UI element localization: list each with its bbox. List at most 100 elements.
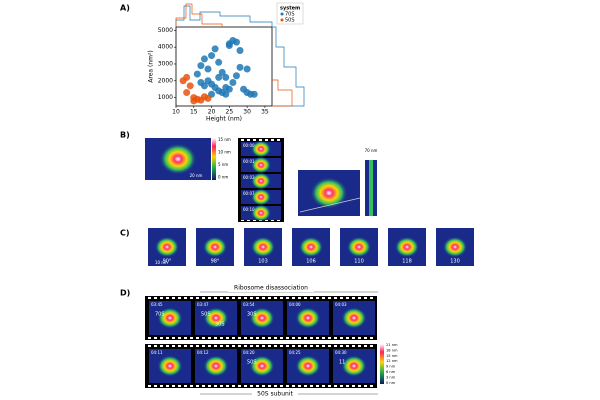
film-hole	[364, 297, 367, 299]
film-hole	[178, 385, 181, 387]
film-hole	[184, 385, 187, 387]
species-label: 50S	[201, 312, 211, 318]
film-hole	[226, 385, 229, 387]
film-hole	[190, 297, 193, 299]
film-hole	[226, 297, 229, 299]
afm-particle	[295, 307, 321, 329]
film-hole	[166, 337, 169, 339]
point	[204, 77, 212, 85]
film-hole	[352, 345, 355, 347]
afm-particle	[394, 236, 420, 258]
film-hole	[280, 297, 283, 299]
frame-time: 04:20	[243, 350, 255, 355]
film-hole	[340, 337, 343, 339]
film-hole	[316, 385, 319, 387]
film-hole	[286, 385, 289, 387]
legend-swatch	[280, 12, 284, 16]
marginal-hist	[175, 5, 273, 27]
film-hole	[184, 297, 187, 299]
colorbar	[380, 344, 384, 384]
film-hole	[265, 139, 268, 141]
y-tick-label: 2000	[158, 77, 173, 84]
film-hole	[262, 385, 265, 387]
film-hole	[232, 345, 235, 347]
species-label: 30S	[247, 312, 257, 318]
angle-label: 98°	[211, 259, 220, 265]
film-hole	[166, 345, 169, 347]
film-hole	[220, 345, 223, 347]
film-hole	[352, 337, 355, 339]
film-hole	[226, 345, 229, 347]
frame-time: 00:00	[243, 143, 255, 148]
film-hole	[340, 385, 343, 387]
film-hole	[298, 297, 301, 299]
caption-bg	[252, 390, 298, 398]
film-hole	[154, 297, 157, 299]
film-hole	[244, 385, 247, 387]
point	[211, 84, 219, 92]
y-tick-label: 4000	[158, 44, 173, 51]
film-hole	[244, 345, 247, 347]
film-hole	[370, 297, 373, 299]
panel-label: B)	[120, 131, 130, 140]
afm-particle	[157, 355, 183, 377]
film-hole	[304, 337, 307, 339]
frame-time: 04:25	[289, 350, 301, 355]
scale-label: 70 nm	[365, 148, 378, 153]
film-hole	[268, 345, 271, 347]
film-hole	[364, 337, 367, 339]
afm-particle	[203, 355, 229, 377]
film-hole	[262, 337, 265, 339]
film-hole	[286, 337, 289, 339]
point	[208, 52, 216, 60]
kymograph-band	[369, 160, 373, 216]
point	[190, 97, 198, 105]
frame-time: 04:00	[289, 302, 301, 307]
film-hole	[298, 345, 301, 347]
point	[232, 38, 240, 46]
film-hole	[178, 345, 181, 347]
film-hole	[172, 297, 175, 299]
film-hole	[256, 297, 259, 299]
afm-particle	[157, 307, 183, 329]
species-label: 11	[339, 360, 345, 366]
legend-box	[276, 2, 304, 25]
film-hole	[346, 297, 349, 299]
film-hole	[241, 139, 244, 141]
film-hole	[316, 297, 319, 299]
point	[183, 73, 191, 81]
film-hole	[280, 337, 283, 339]
afm-particle	[346, 236, 372, 258]
film-hole	[202, 337, 205, 339]
film-hole	[208, 385, 211, 387]
film-hole	[232, 385, 235, 387]
frame-time: 04:12	[197, 350, 209, 355]
point	[211, 45, 219, 53]
colorbar-label: 0 nm	[218, 175, 228, 180]
point	[236, 47, 244, 55]
point	[236, 63, 244, 71]
point	[218, 68, 226, 76]
angle-label: 103	[258, 259, 268, 265]
x-tick-label: 10	[172, 109, 180, 116]
film-hole	[154, 385, 157, 387]
film-hole	[280, 385, 283, 387]
film-hole	[370, 337, 373, 339]
colorbar-label: 5 nm	[218, 162, 228, 167]
film-hole	[190, 385, 193, 387]
legend-title: system	[280, 6, 300, 12]
film-hole	[250, 297, 253, 299]
frame-time: 03:45	[151, 302, 163, 307]
point	[204, 65, 212, 73]
afm-particle	[442, 236, 468, 258]
film-hole	[256, 385, 259, 387]
colorbar-label: 18 nm	[386, 348, 398, 352]
film-hole	[214, 337, 217, 339]
film-hole	[178, 297, 181, 299]
film-hole	[196, 385, 199, 387]
point	[243, 65, 251, 73]
film-hole	[172, 345, 175, 347]
point	[204, 94, 212, 102]
film-hole	[370, 345, 373, 347]
film-hole	[250, 345, 253, 347]
